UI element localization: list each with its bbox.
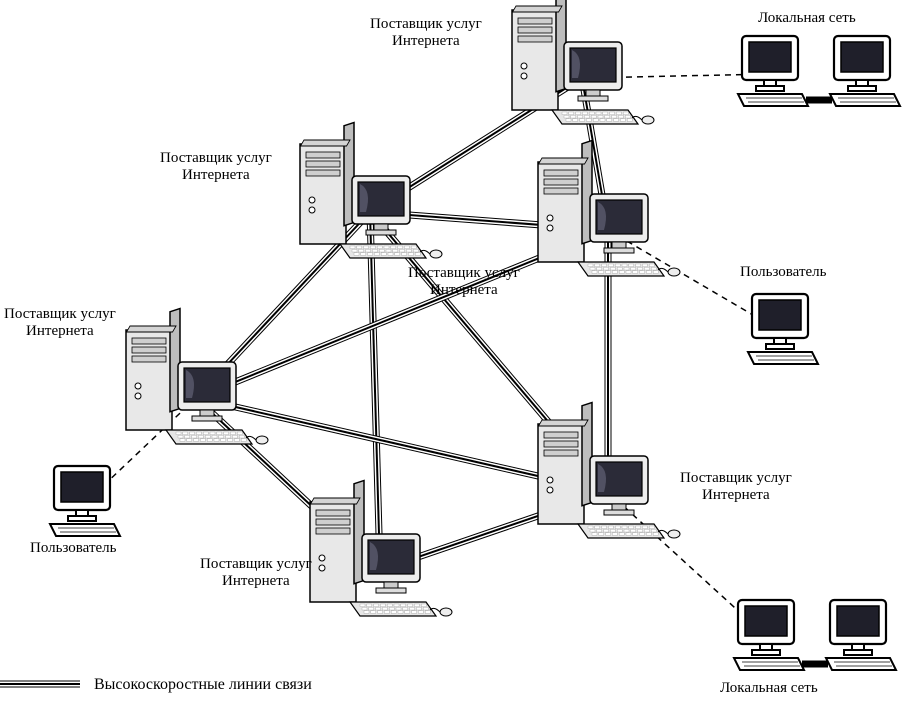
lan-label: Локальная сеть: [720, 680, 818, 697]
isp-label: Поставщик услугИнтернета: [160, 150, 272, 185]
isp-label: Поставщик услугИнтернета: [680, 470, 792, 505]
diagram-canvas: [0, 0, 909, 706]
terminal-icon: [738, 36, 808, 106]
terminal-icon: [826, 600, 896, 670]
isp-label: Поставщик услугИнтернета: [370, 16, 482, 51]
terminal-icon: [748, 294, 818, 364]
terminal-icon: [734, 600, 804, 670]
isp-label: Поставщик услугИнтернета: [408, 265, 520, 300]
user-label: Пользователь: [740, 264, 827, 281]
user-label: Пользователь: [30, 540, 117, 557]
server-icon: [512, 0, 654, 124]
terminal-icon: [830, 36, 900, 106]
legend-label: Высокоскоростные линии связи: [94, 676, 312, 694]
lan-label: Локальная сеть: [758, 10, 856, 27]
terminal-icon: [50, 466, 120, 536]
isp-label: Поставщик услугИнтернета: [200, 556, 312, 591]
isp-label: Поставщик услугИнтернета: [4, 306, 116, 341]
